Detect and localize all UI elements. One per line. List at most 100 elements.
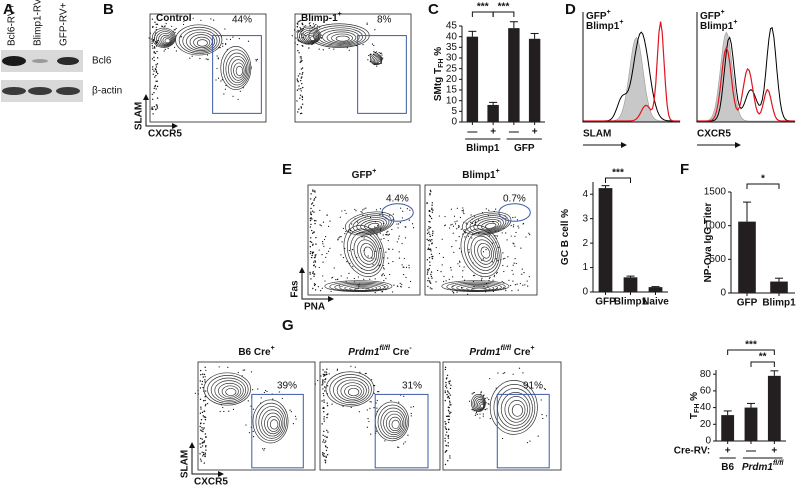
event-dot	[192, 17, 194, 19]
event-dot	[309, 226, 312, 228]
event-dot	[403, 443, 405, 445]
event-dot	[150, 38, 152, 40]
event-dot	[382, 267, 385, 269]
event-dot	[496, 235, 499, 237]
event-dot	[348, 229, 350, 231]
event-dot	[483, 285, 485, 288]
event-dot	[300, 77, 302, 79]
event-dot	[314, 261, 317, 263]
event-dot	[351, 223, 353, 225]
significance-label: ***	[612, 168, 624, 179]
event-dot	[430, 271, 433, 273]
arrow-head	[143, 94, 149, 100]
event-dot	[303, 37, 305, 39]
text-part: Control	[156, 13, 192, 24]
event-dot	[217, 77, 220, 79]
event-dot	[154, 52, 157, 55]
event-dot	[444, 399, 446, 402]
event-dot	[370, 60, 372, 62]
event-dot	[448, 382, 451, 385]
event-dot	[514, 216, 516, 218]
event-dot	[389, 273, 391, 276]
event-dot	[204, 405, 207, 407]
contour	[466, 286, 491, 291]
event-dot	[311, 218, 313, 220]
event-dot	[324, 441, 326, 444]
y-axis-label: GC B cell %	[560, 209, 571, 265]
event-dot	[289, 409, 291, 411]
contour	[385, 413, 403, 434]
text-part: Blimp-1	[301, 13, 338, 24]
event-dot	[445, 423, 447, 425]
event-dot	[367, 59, 369, 61]
contour	[343, 225, 385, 277]
event-dot	[431, 202, 434, 204]
event-dot	[451, 223, 453, 225]
event-dot	[199, 398, 202, 401]
event-dot	[412, 406, 415, 408]
event-dot	[545, 415, 548, 417]
event-dot	[480, 393, 482, 395]
event-dot	[156, 105, 159, 107]
event-dot	[488, 403, 490, 405]
contour	[160, 34, 173, 45]
event-dot	[401, 283, 403, 285]
event-dot	[374, 226, 376, 228]
plot-frame	[424, 184, 538, 296]
gate	[381, 203, 414, 222]
event-dot	[368, 54, 370, 57]
blot-band	[56, 87, 80, 95]
event-dot	[466, 223, 468, 225]
event-dot	[323, 399, 325, 401]
event-dot	[199, 412, 202, 414]
event-dot	[302, 45, 304, 47]
event-dot	[313, 231, 315, 233]
event-dot	[429, 194, 431, 196]
event-dot	[297, 75, 300, 77]
event-dot	[300, 60, 302, 62]
event-dot	[354, 281, 356, 283]
event-dot	[250, 66, 253, 68]
event-dot	[232, 95, 234, 97]
event-dot	[368, 420, 370, 423]
event-dot	[399, 222, 401, 224]
contour	[214, 380, 244, 401]
event-dot	[263, 391, 265, 394]
event-dot	[472, 275, 475, 277]
event-dot	[456, 228, 458, 230]
event-dot	[326, 368, 328, 370]
event-dot	[374, 250, 377, 252]
y-tick-label: 1500	[704, 187, 727, 198]
text-part: GC B cell %	[560, 209, 571, 265]
event-dot	[206, 54, 209, 56]
y-tick-label: 20	[700, 419, 712, 430]
event-dot	[314, 260, 316, 262]
event-dot	[151, 42, 153, 45]
event-dot	[367, 418, 369, 420]
event-dot	[354, 208, 356, 211]
event-dot	[540, 399, 542, 401]
event-dot	[152, 113, 154, 115]
event-dot	[301, 98, 304, 101]
event-dot	[262, 448, 264, 450]
event-dot	[522, 372, 524, 374]
event-dot	[396, 241, 398, 243]
event-dot	[293, 29, 296, 31]
text-part: +	[271, 345, 275, 352]
event-dot	[301, 22, 303, 25]
event-dot	[502, 252, 504, 254]
event-dot	[202, 400, 205, 402]
event-dot	[500, 259, 502, 261]
y-tick-label: 1000	[704, 220, 727, 231]
event-dot	[204, 379, 206, 381]
panel-label: D	[565, 1, 576, 18]
event-dot	[451, 246, 453, 248]
event-dot	[350, 406, 352, 409]
event-dot	[203, 441, 205, 444]
event-dot	[398, 251, 400, 253]
event-dot	[378, 264, 380, 267]
event-dot	[427, 229, 429, 231]
event-dot	[301, 86, 304, 89]
event-dot	[449, 457, 451, 459]
event-dot	[374, 29, 376, 31]
